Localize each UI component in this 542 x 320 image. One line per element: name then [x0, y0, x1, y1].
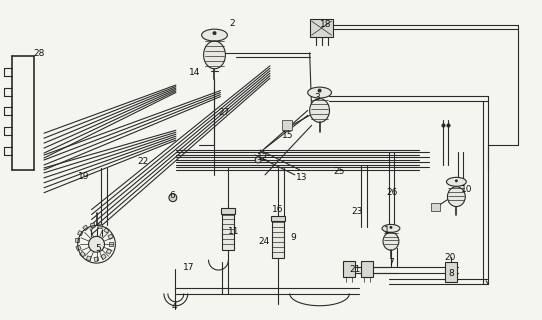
Text: 8: 8 [449, 268, 454, 277]
Text: 12: 12 [257, 153, 269, 162]
Circle shape [318, 89, 321, 92]
Ellipse shape [382, 224, 400, 232]
Text: 27: 27 [219, 108, 230, 117]
Bar [446, 262, 457, 282]
Text: 25: 25 [334, 167, 345, 176]
Text: 20: 20 [445, 253, 456, 262]
Bar [104, 228, 109, 233]
Circle shape [390, 226, 392, 229]
Text: 23: 23 [352, 207, 363, 216]
Bar [76, 245, 81, 251]
Bar [76, 238, 80, 242]
Text: 16: 16 [272, 205, 283, 214]
Text: 22: 22 [138, 157, 149, 166]
Text: 24: 24 [259, 237, 270, 246]
Text: 14: 14 [189, 68, 201, 77]
Circle shape [212, 31, 216, 35]
Ellipse shape [204, 41, 225, 69]
Bar [344, 261, 355, 277]
Text: 21: 21 [350, 265, 361, 274]
Bar [271, 215, 285, 221]
Text: 7: 7 [388, 258, 394, 267]
Bar [101, 254, 106, 260]
Text: 15: 15 [282, 131, 294, 140]
Bar [91, 223, 95, 228]
Bar [98, 224, 102, 229]
Bar [309, 19, 333, 37]
Bar [83, 225, 88, 231]
Circle shape [255, 157, 261, 163]
Bar [282, 120, 292, 130]
Text: 4: 4 [172, 302, 178, 311]
Text: 9: 9 [290, 233, 296, 242]
Text: 28: 28 [34, 49, 45, 59]
Ellipse shape [383, 232, 399, 250]
Bar [361, 261, 373, 277]
Bar [80, 252, 85, 257]
Circle shape [169, 194, 177, 202]
Text: 10: 10 [461, 185, 472, 194]
Bar [106, 249, 112, 254]
Bar [94, 257, 99, 261]
Bar [222, 208, 235, 213]
Text: 26: 26 [386, 188, 398, 197]
Circle shape [455, 179, 458, 182]
Text: 1: 1 [384, 226, 390, 235]
Bar [272, 220, 284, 258]
Text: 3: 3 [315, 93, 320, 102]
Circle shape [88, 236, 105, 252]
Ellipse shape [448, 187, 465, 207]
Bar [430, 203, 440, 211]
Text: 2: 2 [229, 19, 235, 28]
Ellipse shape [447, 177, 466, 186]
Bar [109, 242, 113, 246]
Text: 11: 11 [228, 227, 239, 236]
Text: 5: 5 [95, 244, 101, 253]
Ellipse shape [202, 29, 228, 41]
Bar [87, 256, 91, 261]
Text: 17: 17 [183, 263, 195, 272]
Text: 6: 6 [169, 191, 175, 200]
Bar [222, 212, 234, 250]
Ellipse shape [308, 87, 332, 98]
Ellipse shape [309, 99, 330, 122]
Text: 13: 13 [296, 173, 307, 182]
Bar [108, 234, 113, 239]
Text: 18: 18 [320, 20, 331, 29]
Text: 19: 19 [78, 172, 89, 181]
Bar [78, 231, 83, 236]
